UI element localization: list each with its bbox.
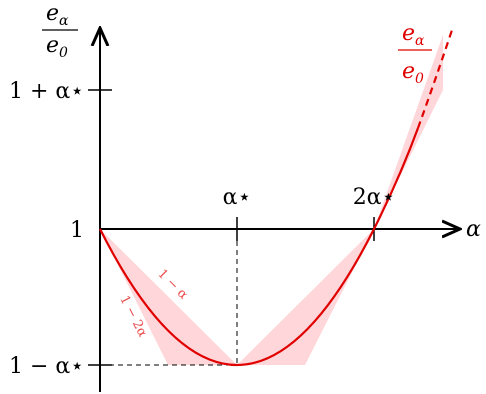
label-part: 0 <box>415 71 424 87</box>
curve-label-denominator: e0 <box>402 59 424 87</box>
x-axis-label: α <box>466 217 481 242</box>
x-tick-label: α⋆ <box>223 185 252 210</box>
bound-region-right <box>237 35 443 365</box>
y-axis-label-denominator: e0 <box>46 33 68 61</box>
label-part: e <box>46 1 59 26</box>
label-part: α <box>59 13 69 29</box>
curve <box>99 127 420 366</box>
label-part: 0 <box>59 45 68 61</box>
label-part: e <box>402 59 415 84</box>
curve-label-numerator: eα <box>402 21 425 49</box>
label-part: e <box>402 21 415 46</box>
y-tick-label: 1 − α⋆ <box>9 354 84 379</box>
y-tick-label: 1 + α⋆ <box>9 79 84 104</box>
bound-region-left <box>100 229 237 365</box>
curve-extrapolated <box>416 29 454 129</box>
y-axis-label-numerator: eα <box>46 1 69 29</box>
y-tick-label: 1 <box>70 218 84 243</box>
label-part: e <box>46 33 59 58</box>
x-tick-label: 2α⋆ <box>353 185 396 210</box>
label-part: α <box>415 33 425 49</box>
